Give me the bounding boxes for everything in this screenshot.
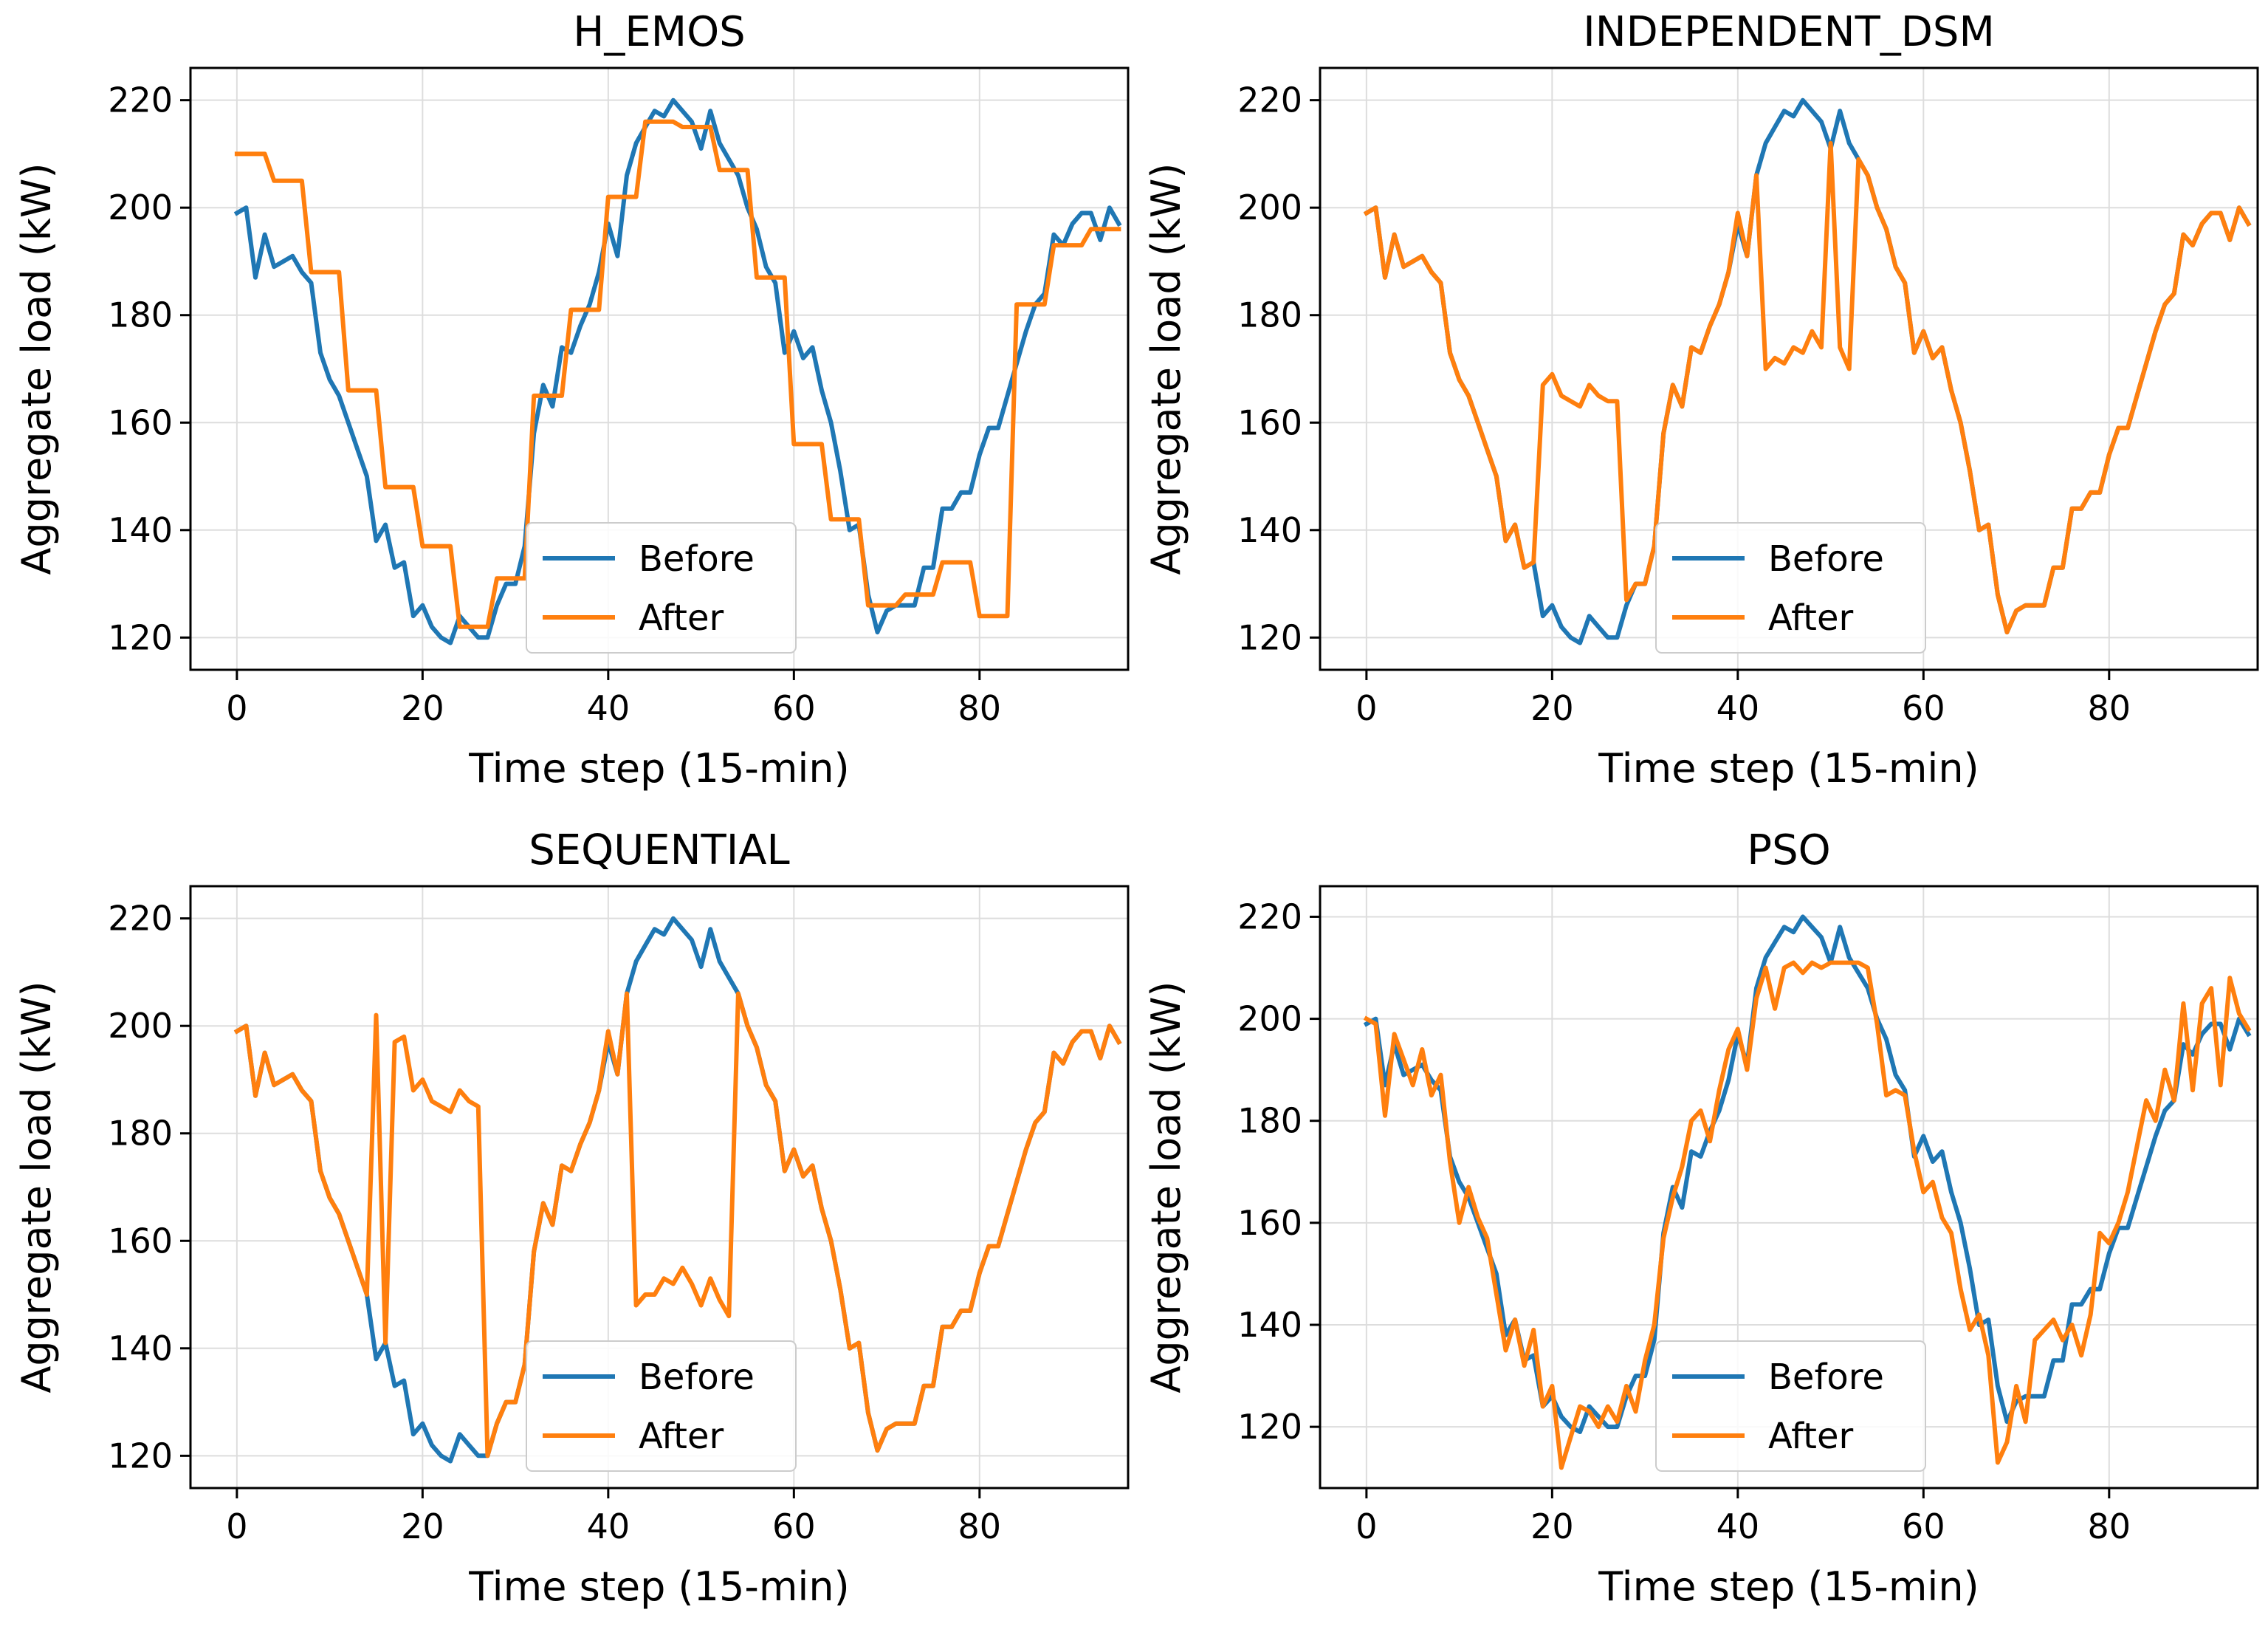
panel-independent-dsm: 0 20 40 60 80 120 140 160 180 200 220 INDEPENDENT_D…	[1143, 8, 2259, 792]
plot-frame	[1319, 885, 2259, 1490]
y-tick-label: 200	[108, 188, 173, 227]
x-axis-label: Time step (15-min)	[468, 745, 849, 792]
plot-frame	[189, 66, 1130, 671]
legend-box	[526, 1340, 797, 1472]
legend-label-before: Before	[1768, 1357, 1884, 1398]
y-tick-label: 200	[1237, 999, 1302, 1039]
legend-label-after: After	[1768, 1416, 1854, 1457]
legend-label-after: After	[639, 597, 724, 639]
x-tick-label: 40	[1717, 688, 1760, 728]
x-tick-label: 20	[401, 688, 444, 728]
y-tick-label: 120	[108, 617, 173, 657]
y-tick-label: 180	[1237, 295, 1302, 335]
y-tick-label: 220	[1237, 80, 1302, 120]
y-axis-label: Aggregate load (kW)	[13, 162, 60, 575]
x-tick-label: 20	[1530, 1507, 1574, 1546]
y-tick-label: 180	[108, 1114, 173, 1154]
x-axis-label: Time step (15-min)	[468, 1563, 849, 1610]
y-axis-label: Aggregate load (kW)	[1143, 162, 1189, 575]
x-tick-label: 0	[1355, 1507, 1377, 1546]
legend-label-before: Before	[639, 1357, 755, 1398]
x-tick-label: 0	[226, 688, 247, 728]
series-line-after	[234, 119, 1121, 629]
x-tick-label: 40	[1717, 1507, 1760, 1546]
x-tick-label: 80	[958, 688, 1002, 728]
x-tick-label: 0	[1355, 688, 1377, 728]
plot-frame	[1319, 66, 2259, 671]
y-tick-label: 140	[108, 510, 173, 550]
series-line-after	[233, 991, 1122, 1459]
y-tick-label: 220	[1237, 897, 1302, 936]
chart-title: PSO	[1747, 826, 1830, 874]
legend: Before After	[526, 1340, 797, 1472]
chart-title: INDEPENDENT_DSM	[1583, 8, 1995, 56]
x-tick-label: 40	[587, 688, 630, 728]
panel-sequential: 0 20 40 60 80 120 140 160 180 200 220 SEQUENTIAL Tim…	[13, 826, 1130, 1610]
y-axis-label: Aggregate load (kW)	[13, 981, 60, 1393]
x-axis-label: Time step (15-min)	[1598, 1563, 1979, 1610]
series-line-before	[233, 97, 1122, 645]
chart-title: H_EMOS	[573, 8, 745, 56]
legend-box	[1655, 522, 1926, 654]
x-axis-label: Time step (15-min)	[1598, 745, 1979, 792]
y-tick-label: 220	[108, 899, 173, 939]
y-tick-label: 140	[1237, 510, 1302, 550]
y-tick-label: 200	[1237, 188, 1302, 227]
x-tick-label: 20	[1530, 688, 1574, 728]
series-line-after	[1363, 140, 2252, 635]
y-tick-label: 160	[1237, 402, 1302, 442]
series-line-after	[1363, 960, 2252, 1470]
x-tick-label: 40	[587, 1507, 630, 1546]
panel-pso: 0 20 40 60 80 120 140 160 180 200 220 PSO Time step …	[1143, 826, 2259, 1610]
x-tick-label: 60	[1902, 688, 1945, 728]
plot-frame	[189, 885, 1130, 1490]
y-tick-label: 140	[1237, 1305, 1302, 1345]
y-tick-label: 180	[1237, 1101, 1302, 1141]
y-tick-label: 120	[108, 1436, 173, 1475]
legend-box	[526, 522, 797, 654]
panel-h-emos: 0 20 40 60 80 120 140 160 180 200 220 H_EMOS Time st…	[13, 8, 1130, 792]
x-tick-label: 60	[772, 688, 816, 728]
chart-title: SEQUENTIAL	[529, 826, 790, 874]
y-tick-label: 120	[1237, 1407, 1302, 1447]
y-tick-label: 200	[108, 1006, 173, 1046]
x-tick-label: 80	[958, 1507, 1002, 1546]
x-tick-label: 60	[772, 1507, 816, 1546]
y-tick-label: 160	[108, 1221, 173, 1261]
y-tick-label: 160	[108, 402, 173, 442]
y-tick-label: 180	[108, 295, 173, 335]
y-tick-label: 120	[1237, 617, 1302, 657]
x-tick-label: 80	[2088, 1507, 2131, 1546]
y-tick-label: 140	[108, 1329, 173, 1368]
y-axis-label: Aggregate load (kW)	[1143, 981, 1189, 1393]
legend-box	[1655, 1340, 1926, 1472]
y-tick-label: 160	[1237, 1203, 1302, 1243]
x-tick-label: 60	[1902, 1507, 1945, 1546]
legend-label-after: After	[639, 1416, 724, 1457]
y-tick-label: 220	[108, 80, 173, 120]
x-tick-label: 0	[226, 1507, 247, 1546]
x-tick-label: 20	[401, 1507, 444, 1546]
legend-label-before: Before	[639, 538, 755, 580]
legend: Before After	[1655, 1340, 1926, 1472]
legend-label-after: After	[1768, 597, 1854, 639]
legend: Before After	[1655, 522, 1926, 654]
legend: Before After	[526, 522, 797, 654]
x-tick-label: 80	[2088, 688, 2131, 728]
legend-label-before: Before	[1768, 538, 1884, 580]
